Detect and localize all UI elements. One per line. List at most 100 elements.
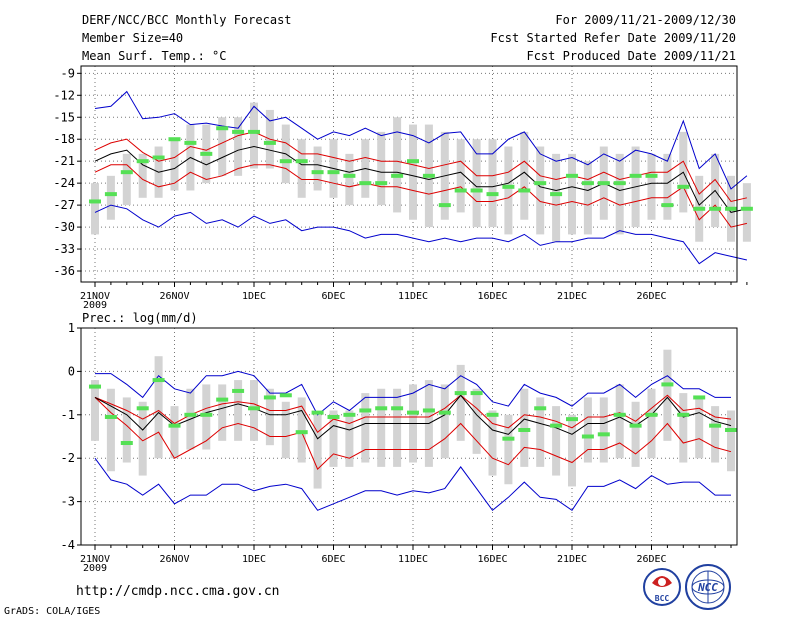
spread-box [250,380,258,441]
median-marker [343,412,356,417]
x-tick-label: 16DEC [477,554,507,565]
spread-box [504,146,513,235]
median-marker [136,406,149,411]
x-tick-label: 26DEC [636,554,666,565]
median-marker [629,173,642,178]
median-marker [200,151,213,156]
spread-box [297,139,306,198]
median-marker [550,423,563,428]
median-marker [470,391,483,396]
spread-box [440,384,449,459]
y-tick-label: -30 [53,220,75,234]
spread-box [281,401,290,459]
spread-box [504,414,513,485]
series-line-lower [94,164,748,228]
spread-box [695,397,704,459]
bcc-logo: BCC [643,568,681,606]
median-marker [168,137,181,142]
spread-box [472,388,481,454]
median-marker [740,206,753,211]
spread-box [583,161,592,235]
median-marker [104,414,117,419]
spread-box [218,117,227,176]
spread-box [106,388,115,472]
median-marker [597,181,610,186]
spread-box [456,139,465,213]
y-tick-label: -1 [61,408,75,422]
median-marker [89,384,101,389]
x-tick-label: 6DEC [321,554,345,565]
y-tick-label: -24 [53,176,75,190]
spread-box [170,406,179,459]
x-tick-label: 21DEC [557,554,587,565]
spread-box [138,153,147,198]
spread-box [536,397,545,467]
x-tick-label: 26DEC [636,291,666,302]
precipitation-panel: 1 0 -1 -2 -3 -4 21NOV 26NOV 1DEC 6DEC 11DEC 16DEC 21… [61,321,738,574]
median-marker [359,181,372,186]
source-url[interactable]: http://cmdp.ncc.cma.gov.cn [76,584,280,599]
x-tick-label: 11DEC [398,291,428,302]
median-marker [550,192,563,197]
plot-frame [80,327,738,546]
spread-box [647,153,656,220]
median-marker [534,181,547,186]
median-marker [216,126,229,131]
spread-box [393,117,402,213]
spread-box [615,384,624,459]
median-marker [375,181,388,186]
spread-box [456,364,465,441]
y-tick-label: -15 [53,110,75,124]
spread-box [488,139,497,228]
x-tick-label: 21NOV [80,291,110,302]
median-marker [709,423,722,428]
median-marker [677,412,690,417]
median-marker [359,408,372,413]
median-marker [661,203,674,208]
spread-box [742,183,751,242]
spread-box [488,410,497,476]
spread-box [234,117,243,176]
grads-credit: GrADS: COLA/IGES [4,606,100,617]
spread-box [122,153,131,206]
bcc-logo-text: BCC [655,594,670,603]
spread-box [345,410,354,467]
median-marker [581,181,594,186]
spread-box [377,131,386,206]
spread-box [377,388,386,467]
median-marker [311,410,324,415]
median-marker [120,170,133,175]
member-size-label: Member Size=40 [82,31,183,45]
spread-box [170,139,179,191]
spread-box [631,401,640,467]
spread-box [583,397,592,463]
median-marker [327,414,340,419]
median-marker [677,184,690,189]
median-marker [407,159,419,164]
spread-box [615,153,624,235]
x-tick-label: 21NOV [80,554,110,565]
x-tick-label: 16DEC [477,291,507,302]
y-tick-label: -27 [53,198,75,212]
median-marker [502,436,515,441]
median-marker [454,188,467,193]
y-tick-label: -33 [53,242,75,256]
temperature-panel: -9 -12 -15 -18 -21 -24 -27 -30 -33 -36 21NOV 26NOV 1… [53,65,753,311]
y-tick-label: 0 [68,364,75,378]
spread-box [663,153,672,220]
spread-box [265,388,274,446]
spread-box [520,388,529,467]
median-marker [295,159,308,164]
median-marker [104,192,117,197]
spread-box [313,146,322,191]
spread-box [679,393,688,463]
spread-box [599,397,608,463]
spread-box [711,406,720,463]
median-marker [248,129,260,134]
median-marker [438,410,451,415]
spread-box [552,153,561,242]
median-marker [136,159,149,164]
median-marker [422,173,435,178]
spread-box [91,183,99,235]
